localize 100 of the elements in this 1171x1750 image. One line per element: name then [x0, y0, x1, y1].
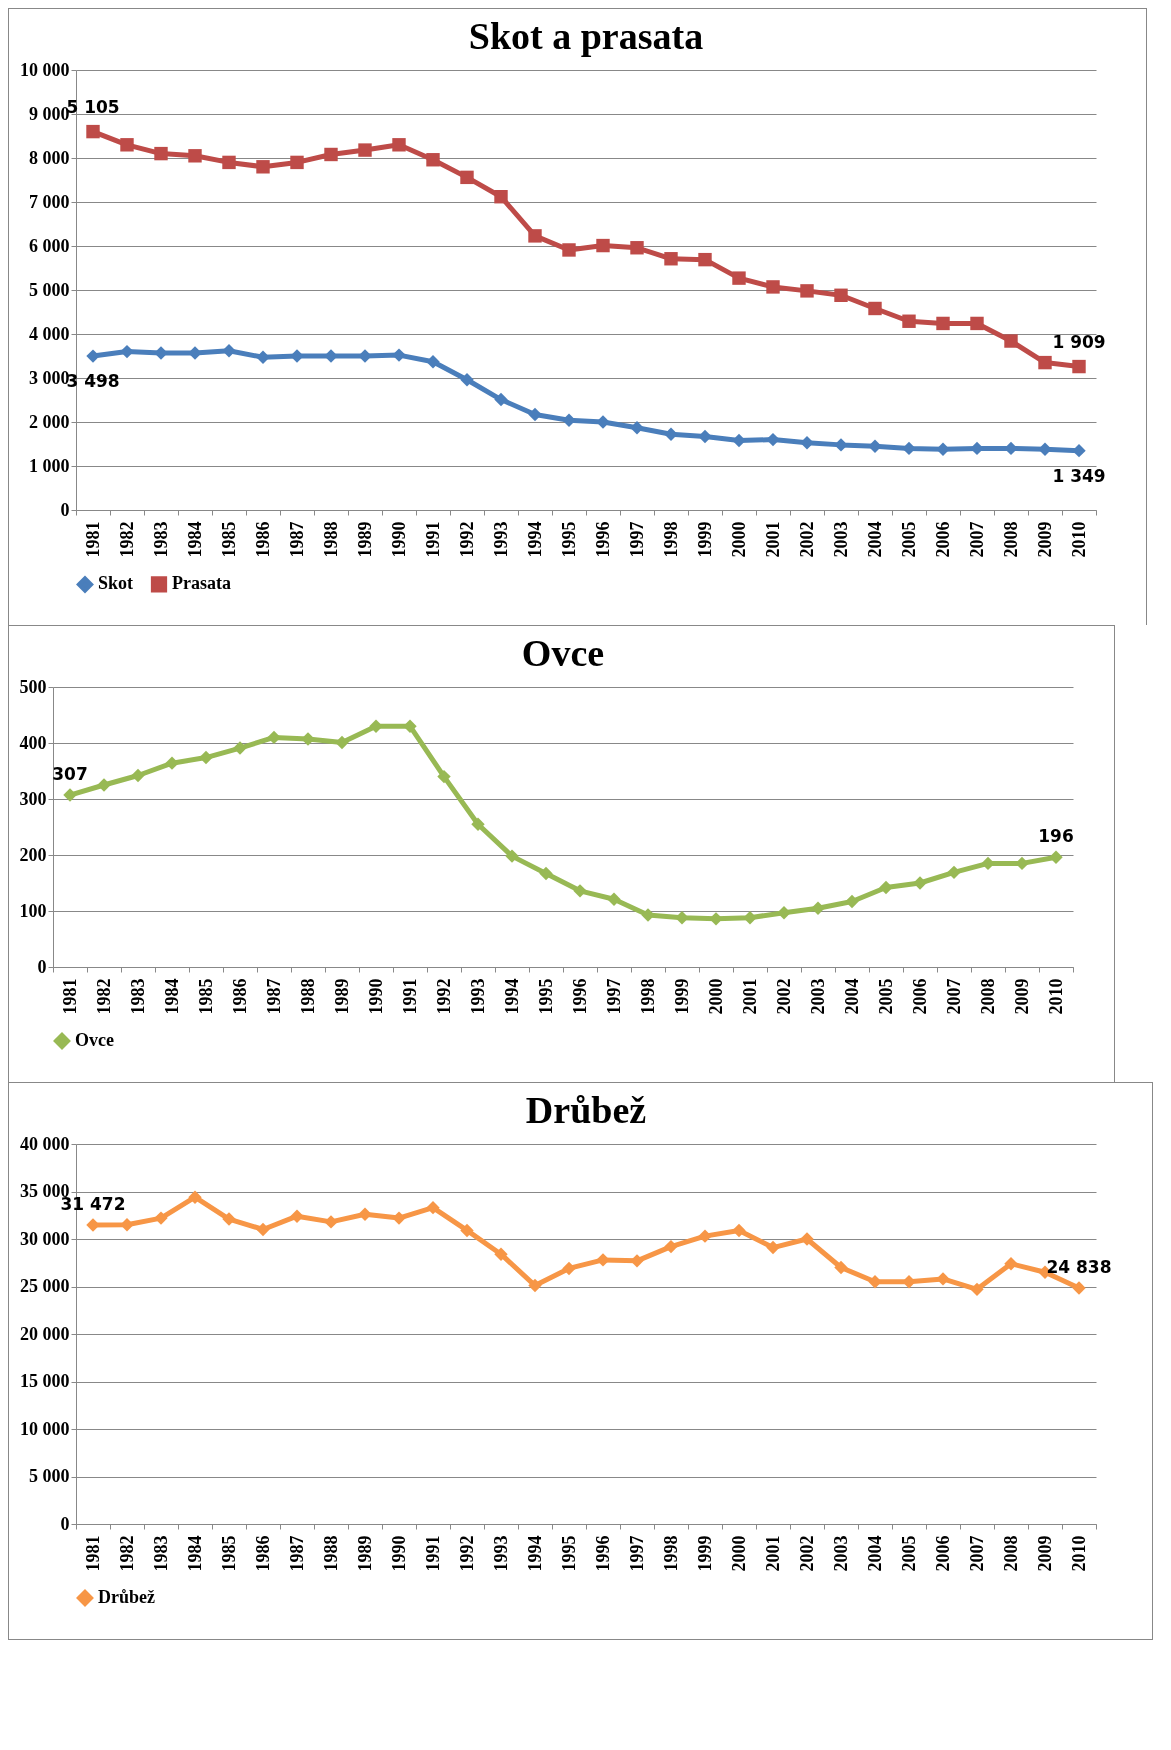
x-tick-label: 1983	[150, 521, 171, 558]
x-tick-label: 1992	[456, 1535, 477, 1572]
x-tick-label: 2004	[841, 978, 862, 1015]
annotation: 1 909	[1052, 331, 1106, 352]
y-tick-label: 7 000	[29, 191, 70, 212]
x-tick-label: 2003	[830, 521, 851, 558]
x-tick-label: 1987	[286, 1535, 307, 1572]
x-tick-label: 2008	[977, 978, 998, 1015]
x-tick-label: 1991	[422, 521, 443, 558]
x-tick-label: 1989	[354, 521, 375, 558]
x-tick-label: 2008	[1000, 521, 1021, 558]
y-tick-label: 0	[37, 956, 47, 977]
x-tick-label: 1981	[59, 978, 80, 1015]
x-tick-label: 2009	[1011, 978, 1032, 1015]
x-tick-label: 1988	[320, 521, 341, 558]
x-tick-label: 1992	[456, 521, 477, 558]
x-tick-label: 1986	[229, 978, 250, 1015]
y-tick-label: 2 000	[29, 411, 70, 432]
y-tick-label: 400	[19, 732, 47, 753]
chart-title: Ovce	[521, 632, 605, 674]
x-tick-label: 2010	[1068, 521, 1089, 558]
x-tick-label: 1995	[558, 1535, 579, 1572]
x-tick-label: 1984	[184, 1535, 205, 1572]
x-tick-label: 1996	[592, 1535, 613, 1572]
x-tick-label: 2006	[932, 521, 953, 558]
x-tick-label: 1982	[116, 1535, 137, 1572]
y-tick-label: 200	[19, 844, 47, 865]
y-tick-label: 5 000	[29, 279, 70, 300]
x-tick-label: 1987	[263, 978, 284, 1015]
y-tick-label: 25 000	[20, 1276, 70, 1296]
x-tick-label: 2000	[705, 978, 726, 1015]
y-tick-label: 100	[19, 900, 47, 921]
x-tick-label: 1990	[388, 1535, 409, 1572]
x-tick-label: 1982	[116, 521, 137, 558]
x-tick-label: 1989	[354, 1535, 375, 1572]
x-tick-label: 1981	[82, 1535, 103, 1572]
x-tick-label: 2005	[898, 1535, 919, 1572]
legend-label: Ovce	[75, 1030, 114, 1050]
x-tick-label: 2002	[796, 521, 817, 558]
x-tick-label: 2001	[739, 978, 760, 1015]
x-tick-label: 1993	[490, 1535, 511, 1572]
y-tick-label: 500	[19, 676, 47, 697]
x-tick-label: 2010	[1068, 1535, 1089, 1572]
x-tick-label: 1989	[331, 978, 352, 1015]
x-tick-label: 1994	[501, 978, 522, 1015]
x-tick-label: 1998	[637, 978, 658, 1015]
x-tick-label: 2005	[875, 978, 896, 1015]
x-tick-label: 2003	[807, 978, 828, 1015]
x-tick-label: 2006	[932, 1535, 953, 1572]
y-tick-label: 0	[60, 1513, 70, 1534]
y-tick-label: 40 000	[20, 1133, 70, 1154]
x-tick-label: 1985	[218, 1535, 239, 1572]
x-tick-label: 1981	[82, 521, 103, 558]
chart-title: Skot a prasata	[468, 15, 704, 57]
x-tick-label: 2000	[728, 1535, 749, 1572]
x-tick-label: 1988	[297, 978, 318, 1015]
data-label: 196	[1038, 826, 1074, 847]
chart-title: Drůbež	[525, 1089, 647, 1131]
x-tick-label: 1997	[603, 978, 624, 1015]
x-tick-label: 1985	[218, 521, 239, 558]
x-tick-label: 1984	[161, 978, 182, 1015]
x-tick-label: 1990	[388, 521, 409, 558]
x-tick-label: 1991	[399, 978, 420, 1015]
x-tick-label: 2003	[830, 1535, 851, 1572]
x-tick-label: 1996	[569, 978, 590, 1015]
x-tick-label: 1994	[524, 521, 545, 558]
y-tick-label: 30 000	[20, 1228, 70, 1249]
x-tick-label: 2007	[966, 521, 987, 558]
x-tick-label: 2001	[762, 521, 783, 558]
y-tick-label: 10 000	[20, 59, 70, 80]
legend-label: Prasata	[172, 573, 231, 594]
y-tick-label: 20 000	[20, 1323, 70, 1344]
x-tick-label: 1997	[626, 521, 647, 558]
x-tick-label: 2002	[796, 1535, 817, 1572]
y-tick-label: 10 000	[20, 1418, 70, 1439]
y-tick-label: 300	[19, 788, 47, 809]
x-tick-label: 1994	[524, 1535, 545, 1572]
x-tick-label: 1999	[694, 1535, 715, 1572]
data-label: 1 349	[1052, 465, 1106, 486]
x-tick-label: 1992	[433, 978, 454, 1015]
x-tick-label: 1998	[660, 521, 681, 558]
x-tick-label: 1986	[252, 521, 273, 558]
x-tick-label: 1995	[558, 521, 579, 558]
x-tick-label: 1983	[150, 1535, 171, 1572]
legend-label: Drůbež	[98, 1587, 155, 1607]
x-tick-label: 1998	[660, 1535, 681, 1572]
x-tick-label: 2001	[762, 1535, 783, 1572]
x-tick-label: 1985	[195, 978, 216, 1015]
y-tick-label: 15 000	[20, 1371, 70, 1391]
x-tick-label: 1990	[365, 978, 386, 1015]
x-tick-label: 1988	[320, 1535, 341, 1572]
x-tick-label: 1982	[93, 978, 114, 1015]
data-label: 24 838	[1046, 1257, 1112, 1278]
y-tick-label: 6 000	[29, 235, 70, 256]
y-tick-label: 5 000	[29, 1466, 70, 1486]
x-tick-label: 1991	[422, 1535, 443, 1572]
x-tick-label: 1996	[592, 521, 613, 558]
x-tick-label: 1995	[535, 978, 556, 1015]
y-tick-label: 4 000	[29, 323, 70, 344]
x-tick-label: 2007	[966, 1535, 987, 1572]
